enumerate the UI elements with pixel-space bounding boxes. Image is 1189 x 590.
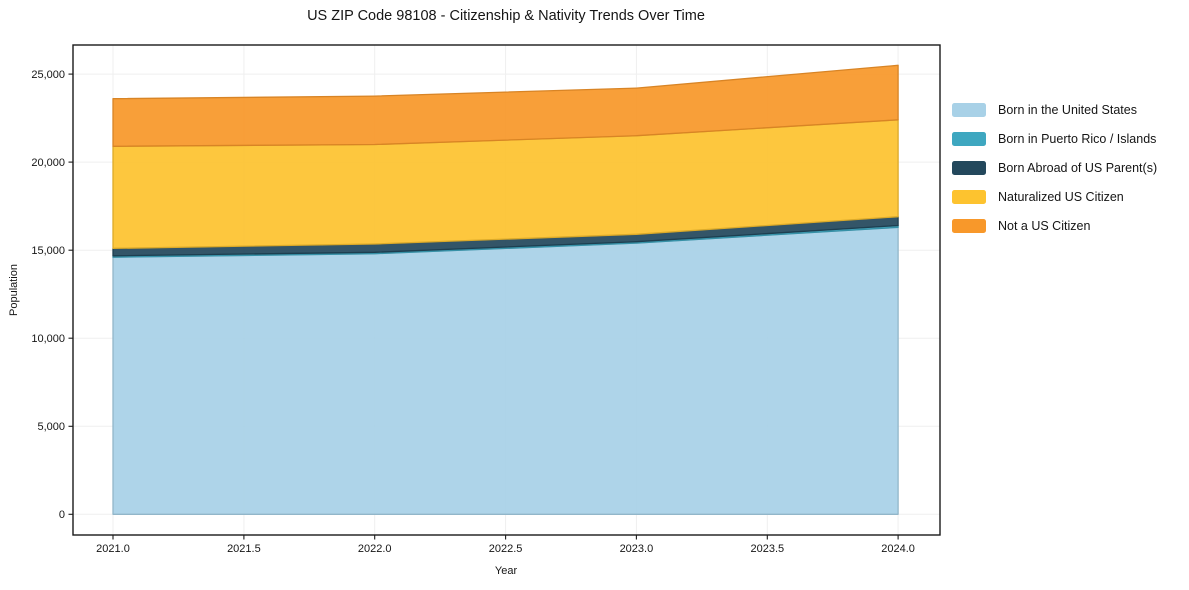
legend-label: Born Abroad of US Parent(s) [998,161,1158,175]
legend-swatch [952,161,986,175]
y-tick-labels: 0 5,000 10,000 15,000 20,000 25,000 [31,69,65,521]
area-layer-4 [112,64,899,147]
legend-swatch [952,190,986,204]
svg-text:15,000: 15,000 [31,245,65,257]
plot-border [72,44,941,536]
legend-label: Naturalized US Citizen [998,190,1124,204]
legend-label: Not a US Citizen [998,219,1091,233]
legend-item: Born in the United States [952,103,1157,117]
legend-item: Born in Puerto Rico / Islands [952,132,1157,146]
legend-swatch [952,103,986,117]
y-axis-label: Population [8,264,20,316]
svg-text:10,000: 10,000 [31,333,65,345]
area-layer-0 [112,226,899,515]
svg-text:20,000: 20,000 [31,157,65,169]
x-axis-label: Year [494,565,518,577]
legend-swatch [952,132,986,146]
svg-text:2022.5: 2022.5 [489,543,523,555]
svg-text:2023.0: 2023.0 [620,543,654,555]
svg-text:5,000: 5,000 [37,421,65,433]
svg-text:2023.5: 2023.5 [750,543,784,555]
svg-text:25,000: 25,000 [31,69,65,81]
legend-label: Born in Puerto Rico / Islands [998,132,1157,146]
legend-swatch [952,219,986,233]
legend: Born in the United States Born in Puerto … [952,103,1157,233]
legend-item: Naturalized US Citizen [952,190,1157,204]
svg-text:2022.0: 2022.0 [358,543,392,555]
svg-text:2021.5: 2021.5 [227,543,261,555]
legend-item: Not a US Citizen [952,219,1157,233]
svg-text:2021.0: 2021.0 [96,543,130,555]
legend-item: Born Abroad of US Parent(s) [952,161,1157,175]
legend-label: Born in the United States [998,103,1137,117]
svg-text:0: 0 [59,509,65,521]
x-tick-labels: 2021.0 2021.5 2022.0 2022.5 2023.0 2023.5 2024… [96,543,915,555]
svg-text:2024.0: 2024.0 [881,543,915,555]
chart-title: US ZIP Code 98108 - Citizenship & Nativi… [307,8,705,24]
tick-marks [68,73,899,540]
